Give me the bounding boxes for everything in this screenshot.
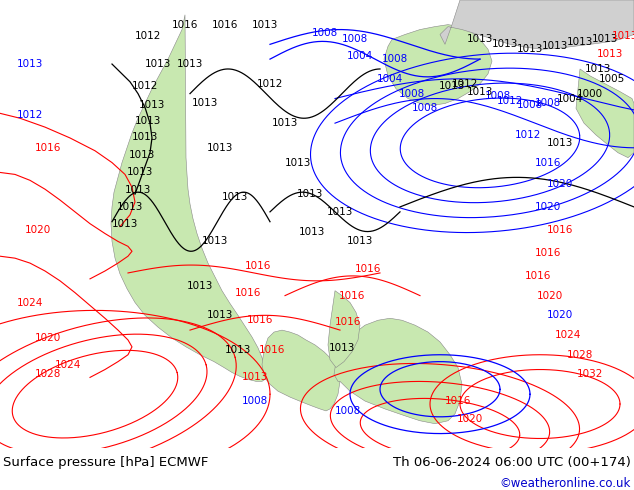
Text: 1020: 1020: [535, 202, 561, 212]
Text: 1016: 1016: [535, 248, 561, 258]
Text: 1012: 1012: [257, 79, 283, 89]
Text: 1020: 1020: [547, 179, 573, 189]
Text: 1008: 1008: [535, 98, 561, 108]
Text: 1013: 1013: [517, 44, 543, 54]
Text: 1028: 1028: [567, 350, 593, 360]
Text: 1013: 1013: [225, 345, 251, 355]
Polygon shape: [334, 318, 462, 424]
Text: 1012: 1012: [515, 130, 541, 140]
Text: 1008: 1008: [517, 100, 543, 110]
Text: 1004: 1004: [347, 51, 373, 61]
Text: 1013: 1013: [347, 236, 373, 246]
Polygon shape: [262, 330, 340, 411]
Text: 1024: 1024: [555, 330, 581, 340]
Text: 1013: 1013: [177, 59, 203, 69]
Text: 1016: 1016: [247, 315, 273, 325]
Text: 1016: 1016: [172, 20, 198, 29]
Text: 1016: 1016: [445, 396, 471, 406]
Text: 1005: 1005: [599, 74, 625, 84]
Polygon shape: [111, 15, 266, 381]
Text: 1008: 1008: [485, 91, 511, 100]
Text: 1016: 1016: [355, 264, 381, 274]
Text: 1013: 1013: [285, 158, 311, 168]
Text: 1013: 1013: [439, 81, 465, 91]
Text: 1012: 1012: [452, 79, 478, 89]
Text: 1013: 1013: [542, 41, 568, 51]
Text: 1013: 1013: [467, 34, 493, 45]
Text: 1013: 1013: [547, 138, 573, 148]
Text: 1008: 1008: [342, 34, 368, 45]
Text: 1013: 1013: [597, 49, 623, 59]
Text: ©weatheronline.co.uk: ©weatheronline.co.uk: [500, 477, 631, 490]
Text: 1008: 1008: [242, 396, 268, 406]
Text: 1013: 1013: [252, 20, 278, 29]
Text: 1028: 1028: [35, 369, 61, 379]
Text: 1016: 1016: [259, 345, 285, 355]
Text: 1013: 1013: [492, 39, 518, 49]
Text: 1004: 1004: [557, 94, 583, 103]
Text: 1016: 1016: [235, 288, 261, 297]
Text: 1016: 1016: [35, 143, 61, 153]
Text: 1000: 1000: [577, 89, 603, 98]
Text: 1013: 1013: [112, 219, 138, 229]
Text: 1016: 1016: [212, 20, 238, 29]
Text: 1004: 1004: [377, 74, 403, 84]
Text: 1016: 1016: [525, 271, 551, 281]
Text: 1020: 1020: [457, 414, 483, 424]
Text: 1013: 1013: [329, 343, 355, 353]
Text: 1016: 1016: [245, 261, 271, 271]
Text: 1020: 1020: [35, 333, 61, 343]
Polygon shape: [576, 69, 634, 158]
Text: 1024: 1024: [55, 360, 81, 369]
Text: Surface pressure [hPa] ECMWF: Surface pressure [hPa] ECMWF: [3, 456, 209, 469]
Text: 1013: 1013: [567, 37, 593, 48]
Text: 1013: 1013: [129, 150, 155, 160]
Text: 1013: 1013: [327, 207, 353, 217]
Text: 1013: 1013: [17, 59, 43, 69]
Text: 1012: 1012: [497, 97, 523, 106]
Text: 1012: 1012: [135, 31, 161, 42]
Text: 1013: 1013: [132, 132, 158, 142]
Text: 1008: 1008: [382, 54, 408, 64]
Text: 1013: 1013: [145, 59, 171, 69]
Polygon shape: [384, 24, 492, 105]
Text: 1024: 1024: [17, 297, 43, 308]
Text: 1013: 1013: [592, 34, 618, 45]
Text: 1013: 1013: [297, 189, 323, 199]
Text: 1013: 1013: [127, 168, 153, 177]
Text: 1013: 1013: [202, 236, 228, 246]
Text: 1032: 1032: [577, 369, 603, 379]
Text: Th 06-06-2024 06:00 UTC (00+174): Th 06-06-2024 06:00 UTC (00+174): [393, 456, 631, 469]
Text: 1020: 1020: [25, 224, 51, 235]
Text: 1008: 1008: [312, 27, 338, 38]
Text: 1013: 1013: [299, 226, 325, 237]
Text: 1013: 1013: [187, 281, 213, 291]
Text: 1013: 1013: [242, 372, 268, 382]
Text: 1013: 1013: [612, 31, 634, 42]
Text: 1013: 1013: [192, 98, 218, 108]
Text: 1013: 1013: [207, 310, 233, 320]
Text: 1013: 1013: [135, 116, 161, 126]
Text: 1008: 1008: [412, 103, 438, 113]
Text: 1013: 1013: [272, 118, 298, 128]
Text: 1012: 1012: [132, 81, 158, 91]
Text: 1016: 1016: [339, 291, 365, 301]
Polygon shape: [440, 0, 634, 49]
Text: 1013: 1013: [222, 192, 248, 202]
Text: 1008: 1008: [335, 406, 361, 416]
Text: 1016: 1016: [547, 224, 573, 235]
Text: 1008: 1008: [399, 89, 425, 98]
Text: 1013: 1013: [207, 143, 233, 153]
Text: 1016: 1016: [535, 158, 561, 168]
Polygon shape: [328, 291, 360, 368]
Text: 1013: 1013: [117, 202, 143, 212]
Text: 1013: 1013: [467, 87, 493, 97]
Text: 1013: 1013: [139, 100, 165, 110]
Text: 1013: 1013: [585, 64, 611, 74]
Text: 1016: 1016: [335, 317, 361, 327]
Text: 1012: 1012: [17, 110, 43, 120]
Text: 1020: 1020: [537, 291, 563, 301]
Text: 1013: 1013: [125, 185, 151, 195]
Text: 1020: 1020: [547, 310, 573, 320]
